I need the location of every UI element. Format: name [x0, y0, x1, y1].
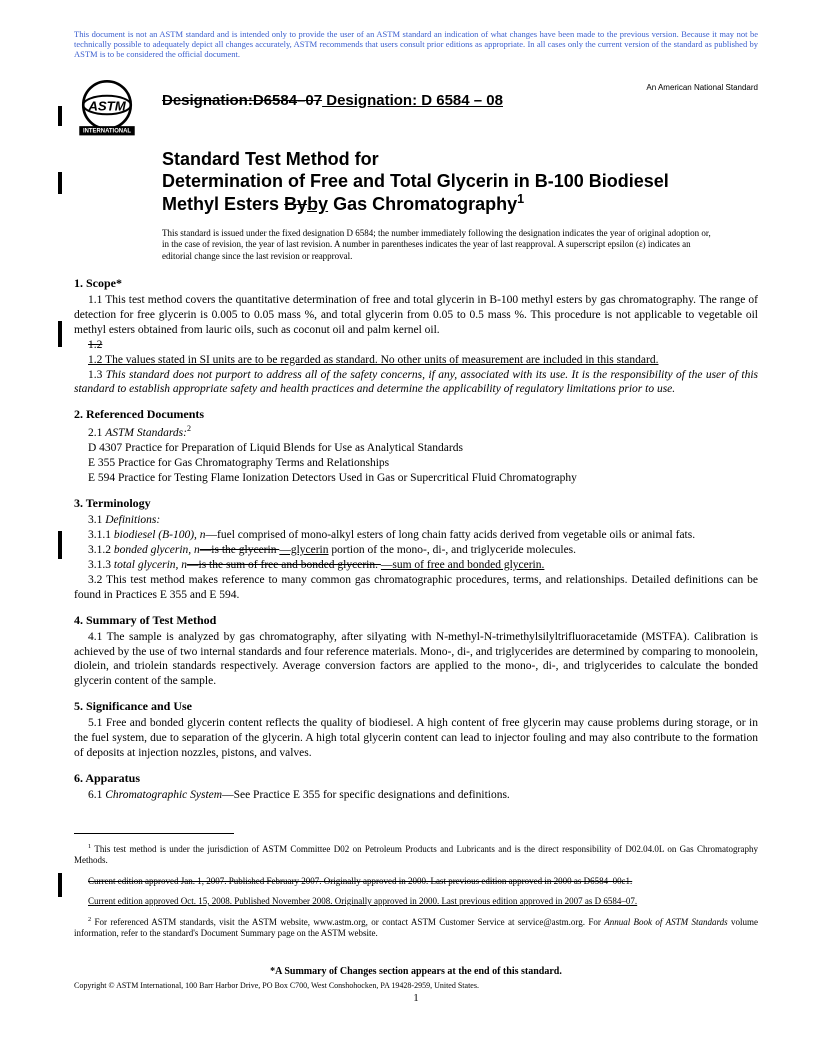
section-1-head: 1. Scope*: [74, 276, 758, 291]
title-line1: Standard Test Method for: [162, 149, 379, 169]
title-line3a: Methyl Esters: [162, 194, 284, 214]
section-6-body: 6.1 Chromatographic System—See Practice …: [74, 788, 758, 803]
astm-logo: ASTM INTERNATIONAL: [74, 77, 140, 137]
clause-1-2-added: 1.2 The values stated in SI units are to…: [74, 353, 758, 368]
change-bar: [58, 531, 62, 559]
section-5-body: 5.1 Free and bonded glycerin content ref…: [74, 716, 758, 761]
change-bar: [58, 873, 62, 897]
designation: Designation:D6584–07 Designation: D 6584…: [162, 92, 503, 109]
footnote-separator: [74, 833, 234, 834]
issuance-note: This standard is issued under the fixed …: [162, 228, 718, 262]
change-bar: [58, 106, 62, 126]
clause-6-1: 6.1 Chromatographic System—See Practice …: [74, 788, 758, 803]
footnote-2: 2 For referenced ASTM standards, visit t…: [74, 916, 758, 940]
footnote-edition-old: Current edition approved Jan. 1, 2007. P…: [74, 876, 758, 887]
clause-5-1: 5.1 Free and bonded glycerin content ref…: [74, 716, 758, 761]
footnote-edition-new: Current edition approved Oct. 15, 2008. …: [74, 896, 758, 907]
section-3-head: 3. Terminology: [74, 496, 758, 511]
section-2-body: 2.1 ASTM Standards:2 D 4307 Practice for…: [74, 424, 758, 486]
section-3-body: 3.1 Definitions: 3.1.1 biodiesel (B-100)…: [74, 513, 758, 603]
ref-e594: E 594 Practice for Testing Flame Ionizat…: [74, 471, 758, 486]
section-4-body: 4.1 The sample is analyzed by gas chroma…: [74, 630, 758, 690]
clause-3-1-3: 3.1.3 total glycerin, n—is the sum of fr…: [74, 558, 758, 573]
svg-text:ASTM: ASTM: [87, 99, 126, 114]
ref-d4307: D 4307 Practice for Preparation of Liqui…: [74, 441, 758, 456]
footnotes: 1 This test method is under the jurisdic…: [74, 843, 758, 940]
section-6-head: 6. Apparatus: [74, 771, 758, 786]
title-under: by: [307, 194, 328, 214]
disclaimer-text: This document is not an ASTM standard an…: [74, 30, 758, 59]
section-5-head: 5. Significance and Use: [74, 699, 758, 714]
designation-new: Designation: D 6584 – 08: [322, 92, 503, 109]
svg-text:INTERNATIONAL: INTERNATIONAL: [83, 129, 131, 135]
ansi-note: An American National Standard: [646, 83, 758, 92]
title-strike: By: [284, 194, 307, 214]
clause-1-3: 1.3 This standard does not purport to ad…: [74, 368, 758, 398]
section-1-body: 1.1 This test method covers the quantita…: [74, 293, 758, 398]
footnote-1: 1 This test method is under the jurisdic…: [74, 843, 758, 867]
clause-1-1: 1.1 This test method covers the quantita…: [74, 293, 758, 338]
clause-3-1-1: 3.1.1 biodiesel (B-100), n—fuel comprise…: [74, 528, 758, 543]
change-bar: [58, 172, 62, 194]
summary-note: *A Summary of Changes section appears at…: [74, 966, 758, 977]
clause-3-1-2: 3.1.2 bonded glycerin, n—is the glycerin…: [74, 543, 758, 558]
clause-2-1: 2.1 ASTM Standards:2: [74, 424, 758, 441]
header-row: ASTM INTERNATIONAL Designation:D6584–07 …: [74, 77, 758, 137]
ref-e355: E 355 Practice for Gas Chromatography Te…: [74, 456, 758, 471]
change-bar: [58, 321, 62, 347]
title-line2: Determination of Free and Total Glycerin…: [162, 171, 669, 191]
title-block: Standard Test Method for Determination o…: [162, 149, 758, 216]
page-number: 1: [74, 992, 758, 1004]
copyright: Copyright © ASTM International, 100 Barr…: [74, 981, 758, 990]
designation-old: Designation:D6584–07: [162, 92, 322, 109]
title-line3b: Gas Chromatography: [328, 194, 517, 214]
section-2-head: 2. Referenced Documents: [74, 407, 758, 422]
page-container: This document is not an ASTM standard an…: [0, 0, 816, 1056]
clause-3-1: 3.1 Definitions:: [74, 513, 758, 528]
clause-4-1: 4.1 The sample is analyzed by gas chroma…: [74, 630, 758, 690]
clause-3-2: 3.2 This test method makes reference to …: [74, 573, 758, 603]
section-4-head: 4. Summary of Test Method: [74, 613, 758, 628]
clause-1-2-deleted: 1.2: [74, 338, 758, 353]
